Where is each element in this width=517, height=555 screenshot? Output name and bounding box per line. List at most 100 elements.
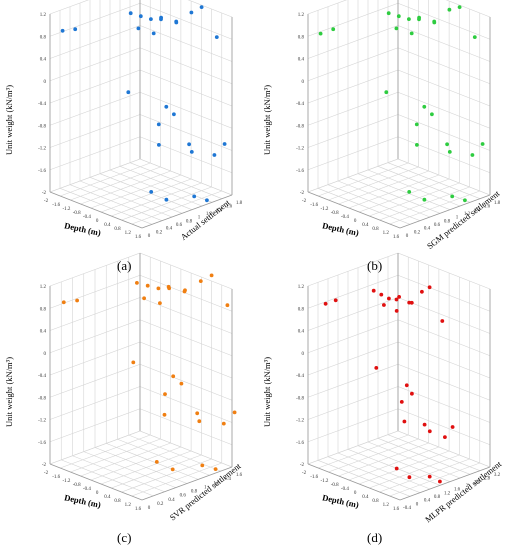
data-point — [214, 35, 219, 39]
data-point — [145, 283, 150, 288]
z-tick-label: 1.2 — [298, 285, 305, 290]
y-tick-label: 2 — [466, 484, 469, 489]
x-tick-label: 0.8 — [114, 499, 121, 504]
y-tick-label: 0 — [406, 234, 409, 239]
data-point — [457, 5, 462, 9]
data-point — [136, 26, 141, 31]
y-tick-label: 1.2 — [444, 491, 451, 496]
x-tick-label: 0.8 — [372, 227, 379, 232]
data-point — [438, 479, 442, 484]
z-tick-label: 1.2 — [40, 285, 47, 290]
data-point — [417, 15, 421, 20]
data-point — [440, 319, 445, 323]
x-tick-label: -0.4 — [83, 487, 91, 492]
z-tick-label: -1.2 — [296, 147, 304, 152]
x-tick-label: 0 — [96, 491, 99, 496]
y-tick-label: 0.6 — [180, 494, 187, 499]
z-tick-label: 0 — [44, 352, 47, 357]
x-tick-label: -2 — [302, 471, 307, 476]
grid-lines — [49, 252, 233, 501]
z-tick-label: 0.4 — [298, 58, 305, 63]
data-point — [427, 474, 432, 479]
data-point — [394, 297, 399, 302]
data-point — [382, 303, 386, 307]
data-point — [189, 10, 194, 15]
data-point — [61, 300, 66, 305]
data-point — [164, 197, 169, 202]
z-axis-label: Unit weight (kN/m³) — [4, 357, 14, 427]
z-tick-label: -1.2 — [38, 147, 46, 152]
data-point — [156, 286, 161, 291]
data-point — [149, 190, 154, 194]
x-tick-label: -0.8 — [331, 211, 339, 216]
data-point — [480, 142, 485, 146]
z-tick-label: 0.8 — [298, 307, 305, 312]
data-point — [407, 190, 412, 194]
panel-1: -2-1.6-1.2-0.8-0.400.40.81.21.6 00.20.40.… — [4, 0, 243, 242]
axis-edges — [49, 0, 233, 229]
y-tick-label: 0 — [416, 502, 419, 507]
z-tick-label: 0.4 — [40, 330, 47, 335]
x-tick-label: -1.6 — [310, 475, 318, 480]
y-tick-label: 0.6 — [434, 223, 441, 228]
data-point — [472, 35, 477, 39]
data-point — [182, 289, 187, 294]
y-tick-label: 1.6 — [236, 473, 243, 478]
data-point — [232, 410, 237, 415]
z-tick-label: -1.6 — [38, 441, 46, 446]
z-tick-label: -2 — [42, 463, 47, 468]
data-point — [135, 281, 139, 285]
data-point — [221, 421, 226, 426]
data-point — [170, 467, 175, 472]
data-point — [463, 198, 467, 203]
data-point — [394, 309, 399, 313]
x-tick-label: 0.8 — [114, 227, 121, 232]
z-tick-label: -0.8 — [38, 124, 46, 129]
y-tick-label: 1.2 — [206, 212, 213, 217]
y-tick-label: 0.8 — [186, 219, 193, 224]
y-tick-label: 0.2 — [156, 230, 163, 235]
x-tick-label: 0 — [354, 219, 357, 224]
y-tick-label: 1 — [204, 485, 207, 490]
x-tick-label: 0.8 — [372, 499, 379, 504]
data-point — [420, 289, 424, 294]
y-tick-label: 0.4 — [168, 498, 175, 503]
y-tick-label: 1.4 — [225, 477, 232, 482]
data-points — [323, 285, 455, 484]
data-point — [409, 300, 414, 305]
data-point — [422, 197, 427, 202]
data-point — [447, 150, 452, 154]
z-tick-label: -1.6 — [38, 169, 46, 174]
data-point — [73, 27, 78, 32]
y-axis-label: SVR predicted settlement — [168, 460, 243, 522]
data-point — [166, 284, 171, 289]
data-point — [430, 112, 434, 117]
z-axis-label: Unit weight (kN/m³) — [262, 85, 272, 155]
y-tick-label: 0.2 — [157, 502, 164, 507]
data-point — [374, 366, 379, 370]
data-point — [407, 17, 411, 21]
data-point — [422, 422, 427, 427]
data-point — [432, 20, 437, 25]
data-point — [402, 419, 407, 424]
x-tick-label: 1.6 — [135, 235, 142, 240]
x-tick-label: 1.6 — [135, 507, 142, 512]
data-point — [379, 292, 384, 297]
axis-edges — [307, 0, 491, 229]
axis-edges — [49, 253, 233, 501]
data-point — [158, 301, 162, 305]
data-point — [427, 429, 432, 434]
z-tick-label: -1.2 — [296, 419, 304, 424]
x-tick-label: 1.6 — [393, 507, 400, 512]
data-point — [409, 31, 414, 36]
x-tick-label: -2 — [302, 199, 307, 204]
data-point — [128, 11, 133, 16]
data-point — [192, 194, 197, 199]
data-point — [415, 143, 419, 147]
panel-caption-a: (a) — [117, 258, 132, 273]
data-point — [414, 122, 419, 127]
data-point — [156, 122, 161, 127]
grid-lines — [307, 0, 491, 229]
panel-caption-b: (b) — [367, 258, 383, 273]
data-point — [200, 463, 205, 468]
